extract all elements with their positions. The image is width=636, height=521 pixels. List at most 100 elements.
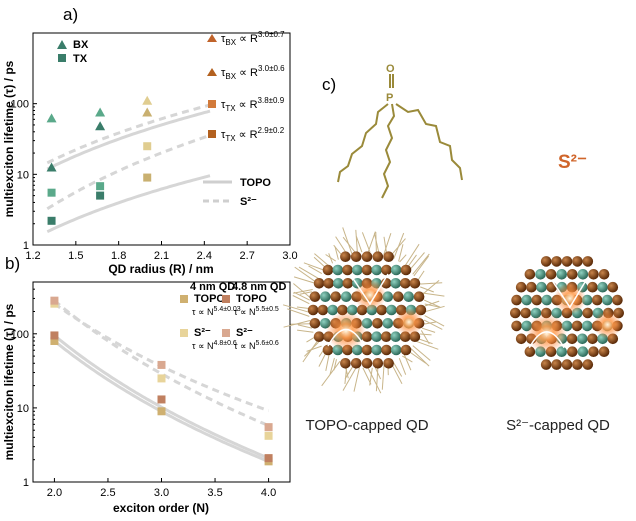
panel-a-ytick-label: 100: [11, 99, 29, 111]
qd-shell-atom: [322, 344, 334, 356]
topo-ligand-strand: [302, 340, 319, 363]
topo-ligand-strand: [361, 232, 371, 253]
panel-b-legend-fit: τ ∝ N4.8±0.6: [192, 340, 237, 351]
qd-shell-atom: [607, 281, 619, 293]
panel-a-ylabel: multiexciton lifetime (τ) / ps: [2, 60, 16, 217]
fit-label-sub: BX: [225, 72, 236, 81]
qd-shell-atom: [551, 359, 562, 370]
qd-shell-atom: [524, 269, 536, 280]
panel-a-bx-point: [46, 162, 57, 172]
topo-ligand-strand: [294, 266, 317, 283]
panel-b-legend-label: S²⁻: [236, 327, 253, 339]
qd-core-atom: [382, 318, 394, 329]
topo-ligand-strand: [375, 366, 379, 392]
qd-shell-atom: [322, 264, 334, 276]
qd-core-atom: [577, 346, 589, 358]
panel-c-illustration: c) O P S²⁻ TOPO-capped QD S²⁻-capped QD: [282, 63, 624, 434]
panel-a-xtick-label: 1.5: [68, 250, 83, 262]
fit-label-tau: τ: [221, 33, 226, 45]
qd-shell-atom: [372, 251, 384, 262]
fit-label-sub: TX: [225, 134, 236, 143]
topo-ligand-strand: [334, 246, 339, 260]
topo-ligand-strand: [297, 329, 314, 333]
topo-ligand-strand: [321, 361, 341, 387]
qd-shell-atom: [340, 358, 351, 369]
topo-ligand-strand: [398, 244, 404, 262]
fit-label-marker: [207, 34, 217, 42]
topo-ligand-strand: [402, 355, 413, 363]
panel-b-legend-fit: τ ∝ N5.6±0.6: [234, 340, 279, 351]
panel-a-xtick-label: 3.0: [282, 250, 297, 262]
qd-core-atom: [535, 269, 546, 280]
fit-label-exp: 3.0±0.6: [258, 64, 285, 73]
topo-ligand-strand: [422, 292, 445, 297]
topo-ligand-strand: [424, 300, 440, 307]
panel-b-xlabel: exciton order (N): [113, 501, 209, 515]
topo-ligand-strand: [412, 345, 431, 361]
qd-shell-atom: [413, 291, 425, 303]
qd-shell-atom: [309, 291, 321, 303]
sulfide-qd-caption: S²⁻-capped QD: [506, 417, 610, 434]
panel-b-ytick-label: 100: [11, 329, 29, 341]
topo-ligand-strand: [367, 367, 382, 394]
topo-ligand-strand: [383, 233, 392, 255]
panel-a-chart: a) 1.2 1.5 1.8 2.1 2.4 2.7 3.0 1 10 100 QD radiu…: [2, 5, 298, 276]
fit-label-marker: [208, 130, 216, 138]
topo-ligand-strand: [393, 232, 405, 259]
legend-s2-label: S²⁻: [240, 196, 257, 208]
legend-48nm-header: 4.8 nm QD: [232, 281, 286, 293]
panel-b-fit-curve: [53, 334, 270, 460]
fit-label-tau: τ: [221, 129, 226, 141]
panel-b-legend-fit: τ ∝ N5.4±0.03: [192, 306, 241, 317]
topo-ligand-strand: [297, 324, 313, 329]
qd-core-atom: [602, 294, 613, 306]
qd-core-atom: [597, 281, 608, 293]
qd-core-atom: [371, 344, 383, 356]
topo-ligand-strand: [424, 303, 440, 308]
qd-core-atom: [320, 291, 331, 303]
qd-exciton-glow: [593, 310, 622, 339]
panel-b-point: [50, 336, 59, 345]
topo-ligand-strand: [298, 266, 319, 279]
qd-shell-atom: [317, 304, 329, 316]
topo-ligand-strand: [424, 305, 445, 313]
qd-core-atom: [536, 281, 547, 293]
panel-a-fit-curve: [46, 133, 211, 211]
panel-b-point: [157, 374, 166, 383]
topo-ligand-strand: [282, 304, 310, 313]
panel-b-point: [50, 296, 59, 305]
topo-ligand-strand: [362, 367, 372, 385]
fit-label-tau: τ: [221, 99, 226, 111]
qd-shell-atom: [313, 331, 325, 343]
topo-ligand-strand: [355, 236, 363, 253]
panel-b-legend-marker: [222, 295, 230, 303]
fit-label-rest: ∝ R: [236, 99, 258, 111]
topo-ligand-strand: [381, 365, 385, 390]
qd-shell-atom: [546, 281, 557, 293]
qd-shell-atom: [540, 359, 552, 370]
qd-core-atom: [581, 320, 593, 332]
phosphorus-atom-label: P: [386, 92, 393, 104]
qd-shell-atom: [526, 281, 537, 293]
topo-ligand-strand: [342, 236, 357, 254]
topo-ligand-strand: [373, 233, 380, 254]
topo-ligand-strand: [292, 295, 310, 305]
qd-shell-atom: [561, 256, 573, 267]
panel-b-xtick-label: 4.0: [261, 487, 276, 499]
panel-a-fit-curve: [46, 109, 211, 171]
topo-ligand-strand: [287, 308, 310, 317]
topo-ligand-strand: [329, 357, 335, 375]
panel-a-bx-point: [95, 121, 106, 131]
panel-b-point: [264, 454, 273, 463]
qd-core-atom: [371, 331, 382, 343]
qd-shell-atom: [551, 256, 562, 267]
qd-shell-atom: [323, 278, 335, 289]
panel-b-chart: b) 2.0 2.5 3.0 3.5 4.0 1 10 100 exciton order …: [2, 254, 291, 515]
qd-core-atom: [333, 278, 344, 289]
qd-shell-atom: [515, 281, 527, 293]
legend-bx-label: BX: [73, 39, 89, 51]
panel-b-point: [264, 423, 273, 432]
topo-ligand-strand: [342, 366, 357, 391]
topo-ligand-strand: [325, 353, 330, 371]
qd-shell-atom: [330, 291, 342, 303]
